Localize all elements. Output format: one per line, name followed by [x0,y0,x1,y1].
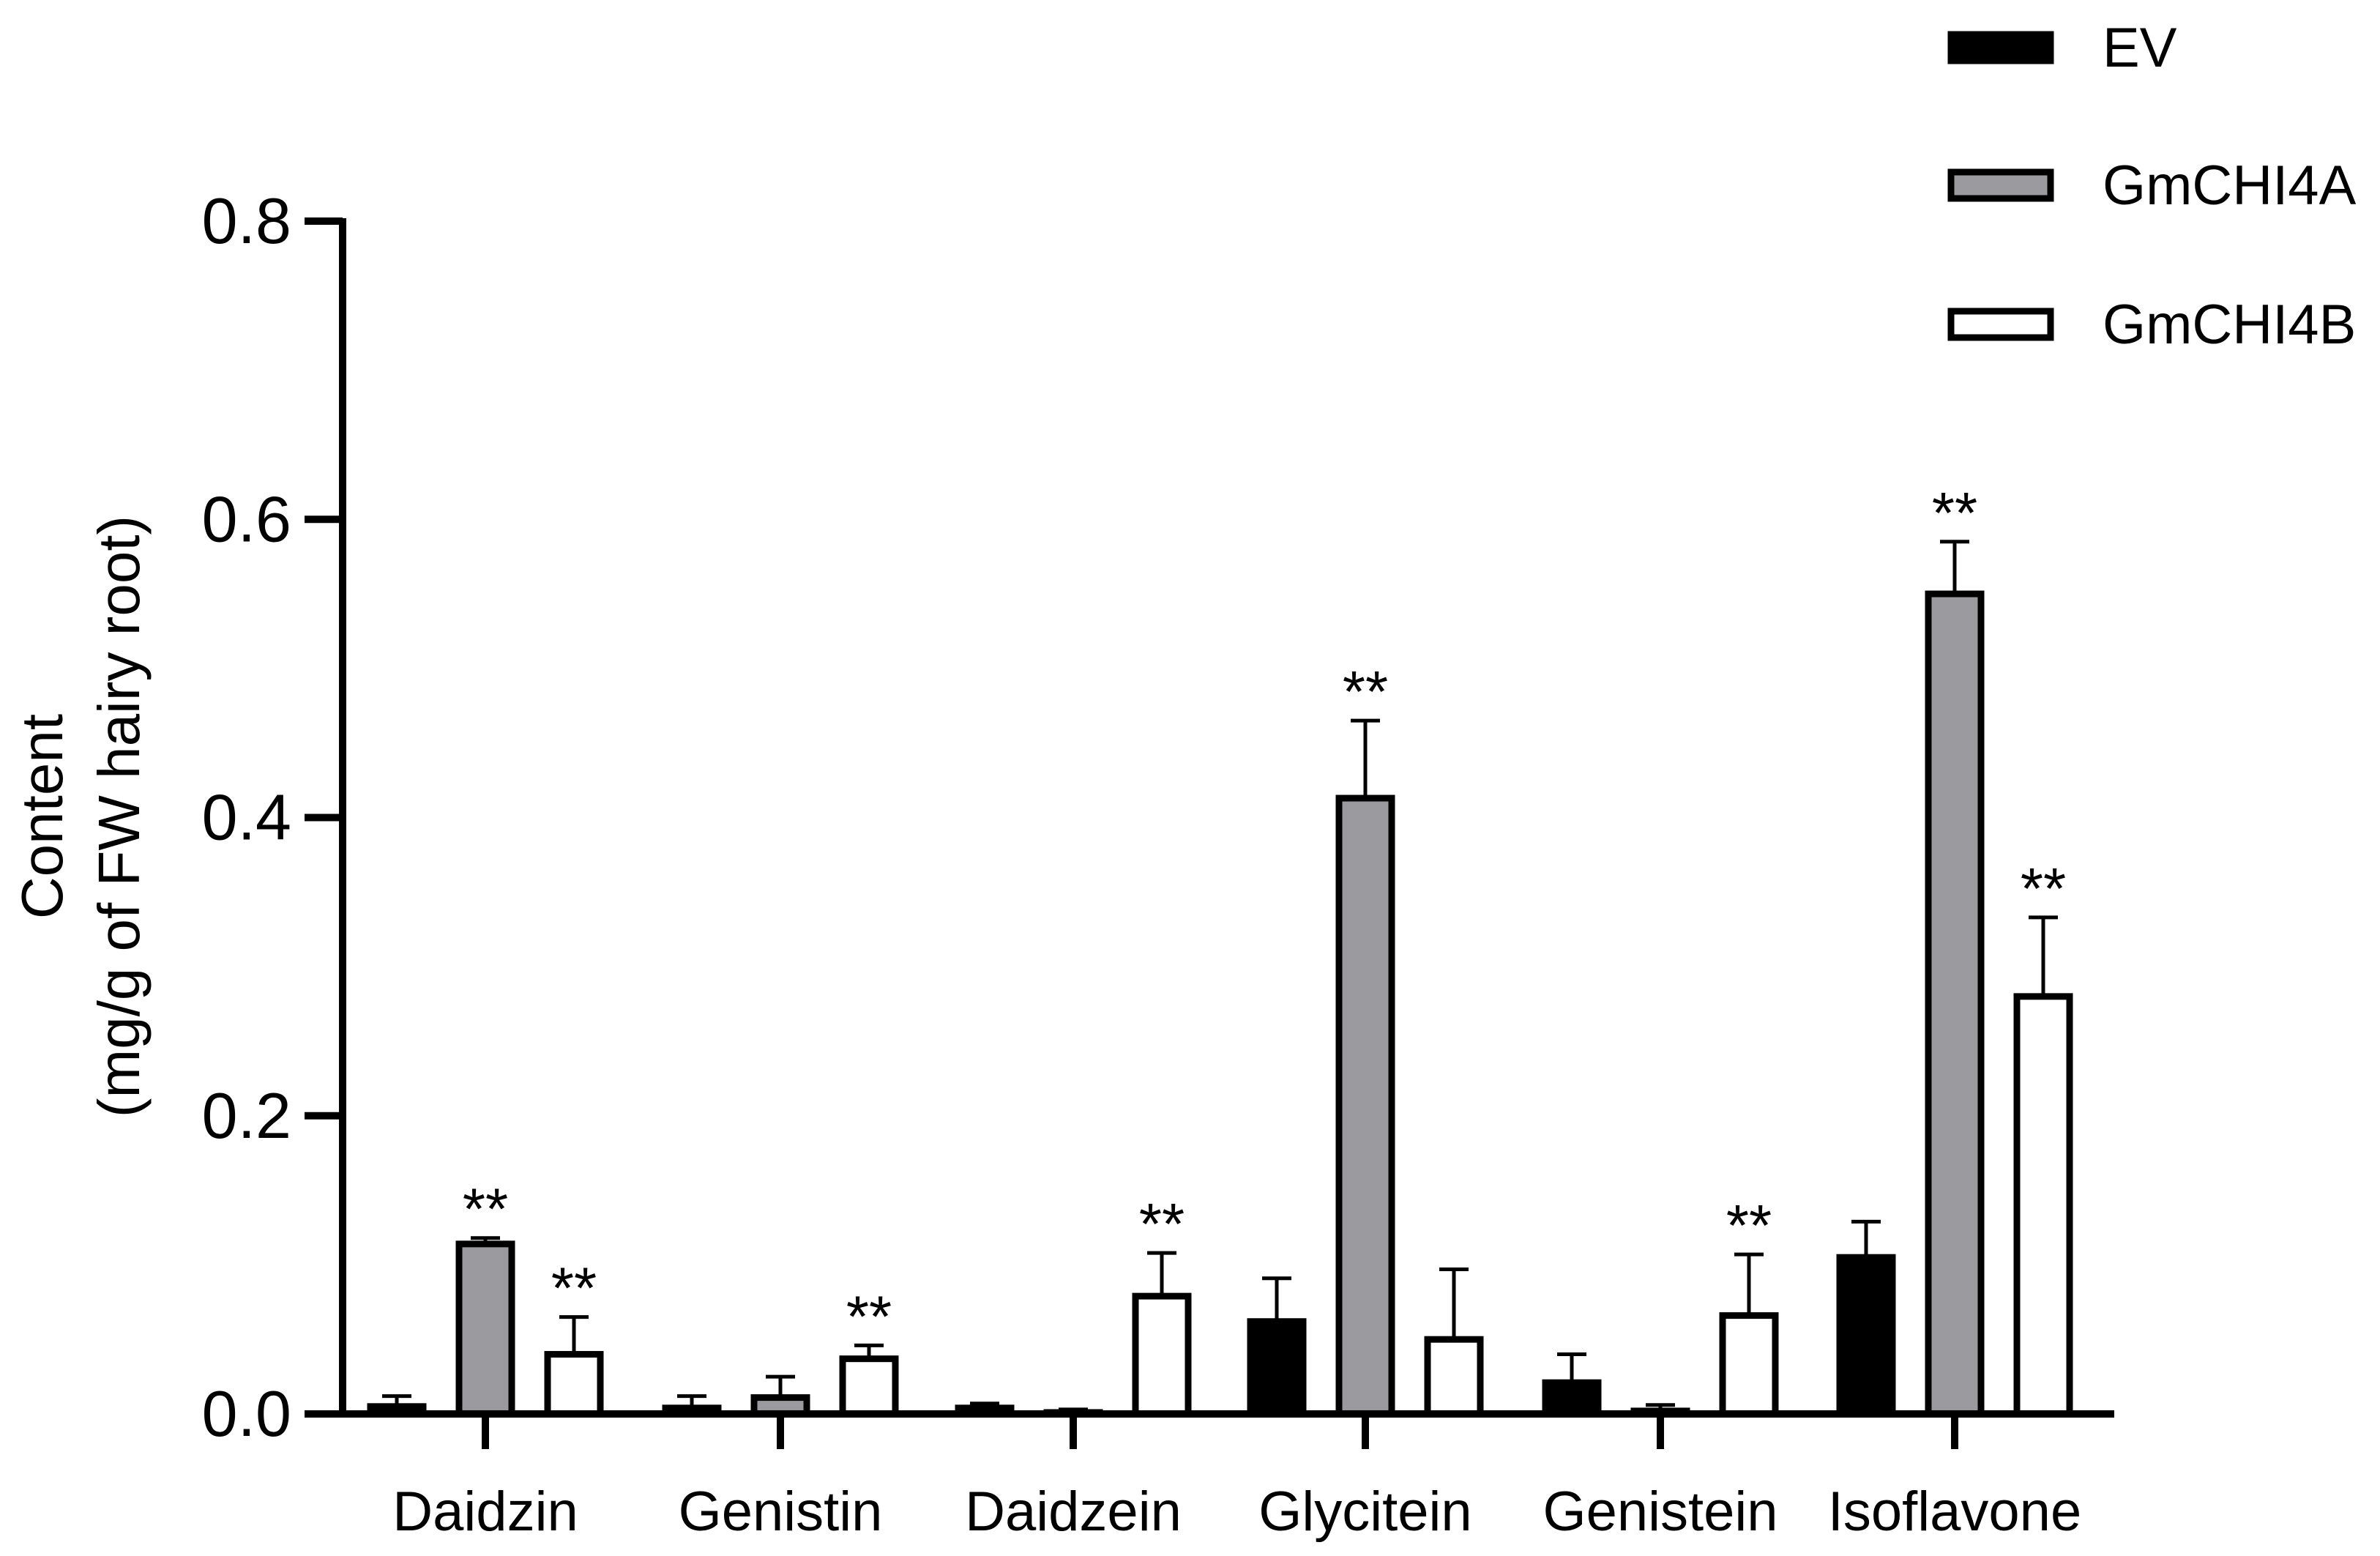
bar-gmchi4a-glycitein [1335,794,1395,1418]
legend-swatch-gmchi4b [1947,308,2054,341]
axes: 0.0 0.2 0.4 0.6 0.8 Daidzin Genistin Daidzein Gl… [202,185,2114,1543]
y-tick-label: 0.6 [202,483,291,555]
y-axis-label: Content (mg/g of FW hairy root) [10,515,152,1117]
x-tick-label-genistein: Genistein [1542,1481,1777,1543]
significance-marker: ** [1932,480,1977,546]
significance-marker: ** [1139,1191,1185,1257]
y-tick-label: 0.8 [202,185,291,257]
bar-gmchi4a-daidzin [455,1240,515,1418]
x-tick-label-isoflavone: Isoflavone [1828,1481,2081,1543]
x-tick-label-glycitein: Glycitein [1258,1481,1471,1543]
significance-marker: ** [2021,856,2066,921]
significance-marker: ** [1726,1193,1772,1258]
legend-swatch-ev [1947,31,2054,64]
y-tick-label: 0.0 [202,1377,291,1450]
bar-ev-glycitein [1247,1318,1307,1418]
y-tick-label: 0.2 [202,1079,291,1152]
bars: ** ** ** ** ** ** ** ** [367,480,2073,1418]
legend-label-gmchi4a: GmCHI4A [2103,155,2357,217]
bar-ev-genistein [1542,1379,1602,1418]
bar-gmchi4b-genistin [839,1355,899,1418]
x-tick-label-daidzin: Daidzin [392,1481,578,1543]
significance-marker: ** [1343,659,1388,724]
significance-marker: ** [463,1177,508,1242]
significance-marker: ** [846,1284,892,1349]
y-axis-label-line2: (mg/g of FW hairy root) [86,515,152,1117]
bar-gmchi4b-genistein [1719,1312,1779,1418]
bar-gmchi4b-isoflavone [2013,993,2073,1418]
x-tick-label-genistin: Genistin [679,1481,883,1543]
significance-marker: ** [551,1256,597,1321]
legend-swatch-gmchi4a [1947,168,2054,202]
y-tick-label: 0.4 [202,781,291,854]
bar-ev-isoflavone [1836,1254,1896,1418]
bar-gmchi4b-glycitein [1424,1336,1484,1418]
bar-gmchi4b-daidzein [1132,1292,1192,1418]
legend-label-ev: EV [2103,17,2177,79]
legend-label-gmchi4b: GmCHI4B [2103,294,2356,356]
x-tick-label-daidzein: Daidzein [965,1481,1182,1543]
y-axis-label-line1: Content [10,714,75,919]
legend: EV GmCHI4A GmCHI4B [1947,17,2357,356]
bar-gmchi4b-daidzin [544,1351,604,1418]
bar-gmchi4a-isoflavone [1925,590,1985,1418]
